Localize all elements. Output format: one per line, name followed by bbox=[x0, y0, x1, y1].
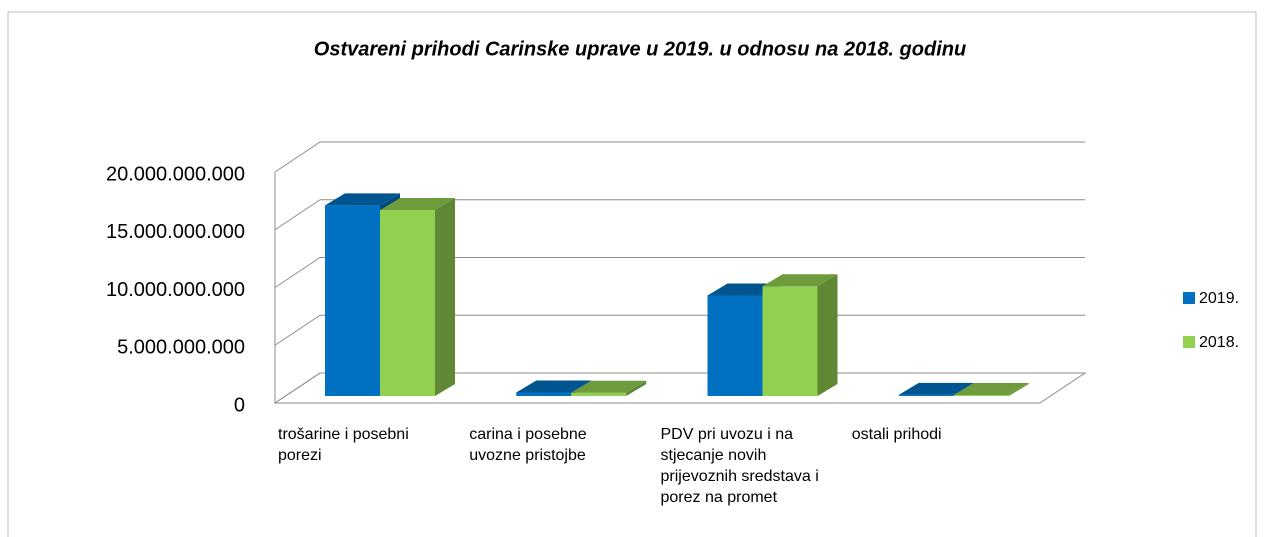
bar-face bbox=[762, 286, 818, 396]
bar-face bbox=[435, 198, 455, 396]
bar-face bbox=[380, 198, 455, 211]
chart-title: Ostvareni prihodi Carinske uprave u 2019… bbox=[314, 38, 966, 60]
bar-face bbox=[380, 210, 435, 396]
bar-face bbox=[325, 205, 380, 396]
bar-face bbox=[516, 380, 592, 393]
bar-face bbox=[953, 394, 1009, 396]
bar-face bbox=[571, 380, 647, 393]
bar bbox=[953, 382, 1029, 396]
bar-face bbox=[762, 274, 838, 287]
bar-face bbox=[953, 382, 1029, 395]
y-tick-label: 10.000.000.000 bbox=[106, 279, 245, 301]
grid-line bbox=[274, 257, 321, 288]
x-tick-label: carina i posebne uvozne pristojbe bbox=[469, 426, 587, 464]
bar bbox=[380, 198, 455, 396]
bar-face bbox=[707, 295, 763, 396]
bar-face bbox=[898, 394, 954, 396]
legend-label: 2019. bbox=[1199, 290, 1239, 307]
grid-line bbox=[274, 141, 321, 173]
bar-face bbox=[898, 382, 974, 395]
grid-line bbox=[274, 372, 321, 404]
bar-face bbox=[516, 392, 572, 396]
bar-face bbox=[626, 380, 647, 396]
x-tick-label: trošarine i posebni porezi bbox=[278, 426, 409, 464]
y-tick-label: 15.000.000.000 bbox=[106, 221, 245, 243]
bar bbox=[571, 380, 647, 396]
legend-swatch bbox=[1183, 292, 1195, 304]
chart-border bbox=[7, 11, 1257, 537]
legend-swatch bbox=[1183, 336, 1195, 348]
y-tick-label: 20.000.000.000 bbox=[106, 163, 245, 185]
grid-line bbox=[274, 314, 321, 346]
bar-face bbox=[1008, 382, 1029, 396]
y-tick-label: 0 bbox=[234, 394, 245, 416]
legend-label: 2018. bbox=[1199, 334, 1239, 351]
bar-face bbox=[571, 392, 627, 396]
grid-line bbox=[274, 199, 321, 231]
bar-face bbox=[325, 193, 400, 206]
x-tick-label: ostali prihodi bbox=[851, 426, 942, 443]
bar-face bbox=[817, 274, 838, 396]
x-tick-label: PDV pri uvozu i na stjecanje novih prije… bbox=[660, 426, 819, 506]
y-tick-label: 5.000.000.000 bbox=[117, 337, 245, 359]
bar bbox=[762, 274, 838, 396]
